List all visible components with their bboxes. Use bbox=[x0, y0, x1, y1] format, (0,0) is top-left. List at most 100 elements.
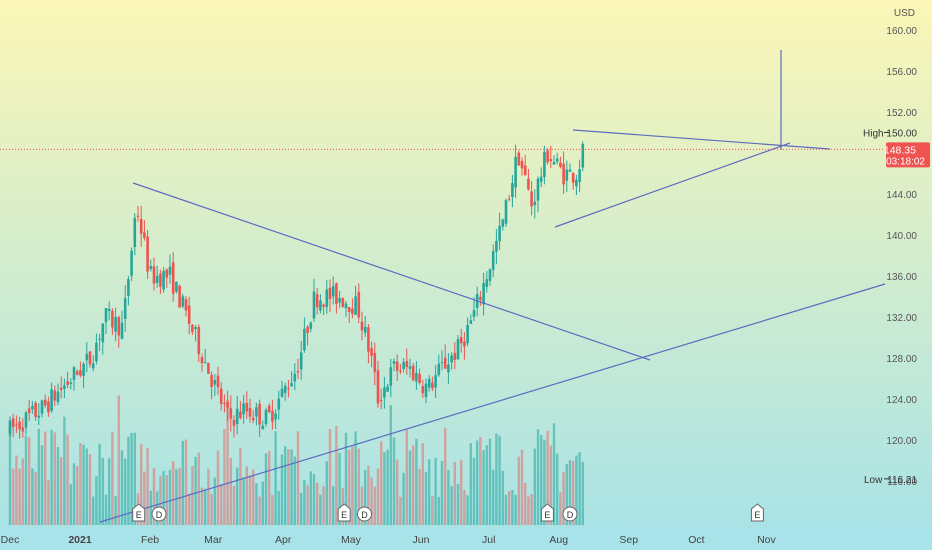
volume-bar bbox=[223, 429, 226, 525]
candle-body bbox=[123, 298, 127, 319]
candle-body bbox=[351, 308, 354, 314]
volume-bar bbox=[66, 434, 69, 525]
volume-bar bbox=[120, 450, 124, 525]
candle bbox=[392, 358, 396, 372]
candle bbox=[8, 416, 12, 438]
earnings-icon bbox=[540, 503, 554, 522]
volume-bar bbox=[290, 449, 293, 525]
candle bbox=[453, 342, 457, 370]
price-tick-label: 160.00 bbox=[886, 26, 917, 37]
volume-bar bbox=[306, 485, 309, 525]
candle-body bbox=[427, 378, 431, 388]
volume-bar bbox=[165, 474, 168, 525]
candle-body bbox=[88, 351, 92, 365]
volume-bar bbox=[194, 456, 197, 525]
volume-bar bbox=[392, 437, 396, 525]
candle-body bbox=[447, 364, 450, 373]
candle bbox=[402, 358, 405, 373]
candle-body bbox=[379, 400, 383, 402]
candle bbox=[488, 268, 492, 286]
volume-bar bbox=[322, 486, 325, 525]
candle-body bbox=[184, 299, 188, 311]
time-tick-label: Apr bbox=[275, 534, 292, 546]
candle-body bbox=[24, 412, 28, 428]
candle-body bbox=[200, 357, 204, 364]
candle-body bbox=[34, 402, 37, 417]
candle-body bbox=[363, 326, 367, 333]
candle-body bbox=[56, 391, 60, 403]
candle bbox=[261, 420, 265, 430]
candle bbox=[562, 151, 565, 194]
candle-body bbox=[443, 357, 447, 369]
candle-body bbox=[395, 361, 399, 371]
candle-body bbox=[21, 427, 25, 432]
candle-body bbox=[248, 407, 252, 417]
candle-body bbox=[344, 303, 348, 309]
candle-body bbox=[306, 326, 309, 334]
candle bbox=[287, 379, 290, 398]
candle bbox=[120, 310, 124, 340]
candle-body bbox=[11, 418, 15, 427]
dividend-marker[interactable]: D bbox=[151, 506, 167, 522]
candle-body bbox=[376, 370, 380, 404]
earnings-marker[interactable]: E bbox=[132, 503, 146, 522]
candle-body bbox=[383, 387, 386, 398]
volume-bar bbox=[44, 431, 47, 525]
candle bbox=[511, 174, 514, 208]
volume-bar bbox=[88, 454, 92, 525]
candle-body bbox=[405, 361, 409, 368]
candle bbox=[479, 290, 482, 306]
time-tick-label: Aug bbox=[549, 534, 568, 546]
candle-body bbox=[219, 388, 223, 404]
candle-body bbox=[255, 407, 258, 417]
candle bbox=[210, 371, 213, 400]
volume-bar bbox=[8, 423, 12, 525]
candle bbox=[520, 157, 524, 176]
earnings-marker[interactable]: E bbox=[540, 503, 554, 522]
volume-bar bbox=[402, 472, 405, 525]
candle bbox=[415, 361, 418, 390]
candle-body bbox=[53, 390, 57, 401]
time-tick-label: Mar bbox=[204, 534, 223, 546]
dividend-marker[interactable]: D bbox=[357, 506, 373, 522]
candle bbox=[159, 269, 162, 294]
earnings-marker[interactable]: E bbox=[750, 503, 764, 522]
candle bbox=[194, 325, 197, 342]
candle bbox=[149, 259, 153, 272]
candle-body bbox=[328, 287, 332, 300]
dividend-marker[interactable]: D bbox=[562, 506, 578, 522]
volume-bar bbox=[47, 480, 50, 525]
candle-body bbox=[347, 307, 351, 313]
volume-bar bbox=[549, 445, 552, 525]
candle-body bbox=[130, 250, 133, 276]
volume-bar bbox=[178, 467, 181, 525]
candle bbox=[383, 376, 386, 409]
earnings-marker[interactable]: E bbox=[337, 503, 351, 522]
candle-body bbox=[283, 385, 287, 393]
candle bbox=[386, 383, 389, 392]
candle-body bbox=[239, 411, 242, 419]
volume-bar bbox=[572, 461, 575, 525]
event-marker-label: E bbox=[341, 510, 347, 520]
candle-body bbox=[309, 322, 313, 329]
candle-body bbox=[91, 363, 95, 369]
candle-body bbox=[271, 410, 274, 422]
candle bbox=[309, 321, 313, 333]
candle bbox=[107, 301, 111, 321]
candle bbox=[152, 257, 156, 291]
candle-body bbox=[75, 371, 79, 375]
candle bbox=[405, 348, 409, 375]
candle-body bbox=[555, 158, 559, 162]
candle bbox=[223, 394, 226, 413]
volume-bar bbox=[98, 443, 101, 525]
candle bbox=[111, 308, 114, 336]
candle bbox=[264, 407, 268, 427]
volume-bar bbox=[296, 431, 300, 525]
volume-bar bbox=[232, 485, 236, 525]
volume-bar bbox=[508, 491, 511, 525]
candle bbox=[175, 281, 178, 294]
candle-body bbox=[421, 386, 425, 394]
price-axis: USD 116.00 120.00 124.00 128.00 132.00 136.00 1… bbox=[863, 8, 930, 488]
